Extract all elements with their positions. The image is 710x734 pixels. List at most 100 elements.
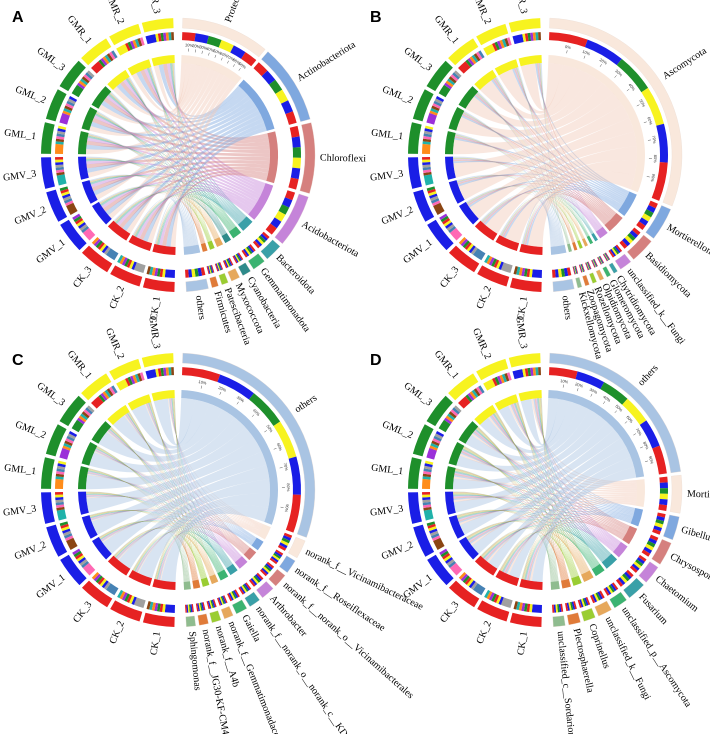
sample-composition-segment: [426, 447, 437, 460]
taxon-composition-segment: [269, 557, 278, 565]
tick-mark: [219, 391, 222, 395]
taxon-composition-segment: [248, 393, 281, 426]
sample-composition-segment: [55, 159, 64, 163]
sample-composition-segment: [139, 372, 145, 381]
sample-composition-segment: [458, 572, 467, 580]
taxon-outer-arc: [247, 253, 265, 270]
taxon-composition-segment: [554, 269, 559, 278]
chord-link: [153, 63, 187, 110]
chord-link: [456, 409, 599, 472]
sample-composition-segment: [146, 601, 151, 610]
tick-label: 70%: [226, 54, 236, 62]
chord-link: [101, 95, 251, 129]
sample-composition-segment: [56, 471, 65, 475]
tick-label: 10%: [582, 49, 592, 57]
taxon-composition-segment: [608, 249, 615, 258]
taxon-composition-segment: [260, 233, 268, 241]
sample-composition-segment: [465, 394, 473, 403]
chord-link: [469, 131, 637, 219]
taxon-composition-segment: [593, 259, 598, 267]
sample-composition-segment: [62, 110, 71, 116]
taxon-composition-segment: [219, 261, 224, 270]
chord-link: [453, 421, 615, 513]
chord-link: [501, 531, 583, 575]
sample-composition-segment: [119, 256, 126, 265]
chord-link: [521, 535, 552, 582]
sample-composition-segment: [470, 246, 478, 255]
sample-inner-arc: [448, 515, 465, 539]
chord-link: [503, 187, 621, 239]
sample-composition-segment: [434, 433, 443, 440]
sample-composition-segment: [139, 37, 145, 46]
taxon-composition-segment: [194, 268, 199, 277]
taxon-composition-segment: [279, 542, 288, 549]
sample-composition-segment: [458, 61, 471, 74]
taxon-inner-arc: [266, 131, 278, 184]
sample-composition-segment: [483, 43, 496, 56]
sample-inner-arc: [474, 555, 498, 576]
taxon-composition-segment: [224, 259, 229, 268]
taxon-composition-segment: [659, 476, 668, 483]
sample-composition-segment: [164, 604, 175, 613]
sample-outer-arc: [448, 580, 480, 608]
sample-composition-segment: [442, 552, 451, 560]
chord-link: [479, 68, 591, 120]
sample-composition-segment: [78, 221, 86, 229]
taxon-composition-segment: [616, 58, 649, 93]
chord-link: [453, 492, 637, 503]
taxon-composition-segment: [268, 79, 283, 94]
taxon-composition-segment: [202, 602, 206, 611]
taxon-outer-arc: [626, 234, 652, 260]
taxon-label: Sphingomonas: [186, 631, 203, 691]
sample-composition-segment: [104, 389, 112, 398]
taxon-composition-segment: [557, 268, 562, 278]
sample-composition-segment: [91, 237, 100, 245]
sample-composition-segment: [55, 494, 64, 498]
sample-label: GMR_3: [513, 315, 529, 349]
taxon-composition-segment: [233, 255, 239, 263]
sample-outer-arc: [141, 353, 174, 368]
sample-inner-arc: [458, 201, 479, 225]
sample-composition-segment: [450, 409, 459, 417]
taxon-composition-segment: [625, 569, 634, 578]
tick-label: 90%: [284, 504, 290, 513]
sample-label: GMV_1: [34, 572, 67, 601]
taxon-composition-segment: [584, 597, 589, 606]
taxon-composition-segment: [217, 262, 222, 271]
sample-composition-segment: [126, 259, 133, 268]
taxon-composition-segment: [285, 494, 301, 533]
sample-composition-segment: [501, 38, 507, 48]
sample-outer-arc: [46, 189, 68, 222]
taxon-composition-segment: [652, 528, 661, 535]
sample-composition-segment: [73, 215, 82, 223]
taxon-composition-segment: [629, 230, 639, 239]
taxon-outer-arc: [182, 352, 316, 538]
chord-link: [457, 510, 606, 560]
taxon-composition-segment: [646, 540, 656, 548]
chord-link: [458, 117, 634, 200]
sample-composition-segment: [530, 32, 534, 41]
taxon-inner-arc: [561, 578, 571, 589]
taxon-composition-segment: [191, 604, 194, 613]
taxon-composition-segment: [591, 594, 598, 603]
sample-label: GMR_1: [432, 349, 461, 382]
chord-link: [461, 115, 627, 201]
taxon-composition-segment: [645, 543, 654, 551]
sample-composition-segment: [86, 405, 95, 413]
sample-composition-segment: [439, 548, 448, 556]
sample-composition-segment: [55, 169, 65, 174]
sample-composition-segment: [56, 136, 65, 140]
sample-composition-segment: [423, 130, 433, 135]
chord-link: [155, 534, 202, 580]
taxon-composition-segment: [280, 539, 289, 546]
taxon-composition-segment: [584, 39, 622, 66]
taxon-composition-segment: [216, 262, 221, 271]
sample-composition-segment: [151, 267, 156, 276]
chord-link: [86, 427, 255, 490]
taxon-composition-segment: [272, 554, 280, 561]
sample-composition-segment: [429, 193, 438, 199]
taxon-composition-segment: [245, 582, 252, 590]
sample-composition-segment: [499, 39, 505, 49]
taxon-composition-segment: [609, 248, 617, 257]
sample-outer-arc: [476, 23, 509, 46]
